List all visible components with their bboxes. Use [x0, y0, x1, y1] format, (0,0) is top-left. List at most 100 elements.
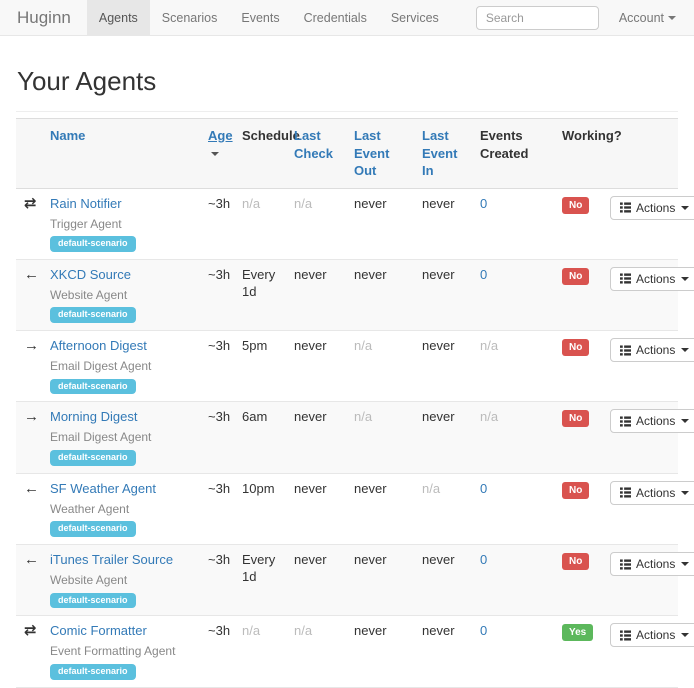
last-event-in-cell: never: [414, 258, 472, 331]
actions-column-header: [602, 118, 678, 189]
sort-by-name-link[interactable]: Name: [50, 128, 86, 143]
table-row: ⇄ Comic Formatter Event Formatting Agent…: [16, 615, 694, 688]
nav-item-agents[interactable]: Agents: [86, 0, 150, 35]
scenario-badge[interactable]: default-scenario: [50, 236, 136, 252]
last-event-in-cell: n/a: [414, 472, 472, 545]
last-event-out-cell: n/a: [346, 330, 414, 402]
agent-type-label: Event Formatting Agent: [50, 644, 176, 659]
account-dropdown[interactable]: Account: [619, 11, 676, 25]
actions-button-label: Actions: [636, 343, 676, 358]
table-row: → Afternoon Digest Email Digest Agent de…: [16, 330, 694, 402]
chevron-down-icon: [681, 562, 690, 567]
age-cell: ~3h: [200, 330, 234, 402]
actions-button[interactable]: Actions: [610, 195, 694, 220]
sort-by-last-check-link[interactable]: Last Check: [294, 128, 334, 161]
agent-meta: Website Agent default-scenario: [50, 571, 192, 609]
scenario-badge[interactable]: default-scenario: [50, 378, 136, 395]
agent-name-link[interactable]: Afternoon Digest: [50, 338, 147, 354]
scenario-badge[interactable]: default-scenario: [50, 307, 136, 324]
nav-item-services[interactable]: Services: [390, 11, 439, 25]
chevron-down-icon: [681, 419, 690, 424]
sort-by-last-event-out-link[interactable]: Last Event Out: [354, 128, 390, 179]
icon-column-header: [16, 118, 42, 189]
table-row: ⇄ Rain Notifier Trigger Agent default-sc…: [16, 188, 694, 259]
events-created-link[interactable]: 0: [480, 195, 488, 211]
agent-name-link[interactable]: SF Weather Agent: [50, 480, 156, 496]
nav-item-scenarios[interactable]: Scenarios: [161, 11, 218, 25]
schedule-header: Schedule: [234, 118, 300, 189]
age-cell: ~3h: [200, 615, 234, 688]
last-check-cell: never: [286, 401, 346, 474]
nav-item-credentials[interactable]: Credentials: [303, 11, 367, 25]
actions-button[interactable]: Actions: [610, 552, 694, 577]
agent-name-link[interactable]: Comic Formatter: [50, 623, 147, 639]
scenario-badge[interactable]: default-scenario: [50, 449, 136, 466]
table-row: ← SF Weather Agent Weather Agent default…: [16, 472, 694, 545]
actions-button-label: Actions: [636, 200, 676, 215]
agent-name-link[interactable]: XKCD Source: [50, 266, 131, 282]
events-created-link[interactable]: 0: [472, 472, 554, 545]
working-status-badge: No: [562, 267, 590, 285]
scenario-badge[interactable]: default-scenario: [50, 521, 136, 538]
events-created-link[interactable]: n/a: [472, 401, 554, 474]
actions-button-label: Actions: [636, 557, 676, 572]
chevron-down-icon: [681, 490, 690, 495]
last-event-in-cell: never: [414, 615, 472, 688]
schedule-cell: 6am: [234, 401, 286, 474]
agent-type-label: Email Digest Agent: [50, 359, 152, 374]
actions-button-label: Actions: [636, 485, 676, 500]
last-event-out-cell: never: [354, 195, 387, 211]
actions-button[interactable]: Actions: [610, 266, 694, 291]
events-created-link[interactable]: 0: [472, 258, 554, 331]
age-cell: ~3h: [200, 472, 234, 545]
last-check-cell: n/a: [286, 615, 346, 688]
list-icon: [620, 487, 631, 498]
last-event-out-cell: never: [346, 615, 414, 688]
agent-name-link[interactable]: Rain Notifier: [50, 195, 122, 211]
nav-item-events[interactable]: Events: [241, 11, 280, 25]
events-created-link[interactable]: n/a: [472, 330, 554, 402]
brand-logo[interactable]: Huginn: [17, 8, 71, 27]
schedule-cell: Every 1d: [234, 258, 286, 331]
sort-by-age-link[interactable]: Age: [208, 128, 233, 143]
last-check-cell: never: [286, 472, 346, 545]
agents-table: Name Age Schedule Last Check Last Event …: [16, 118, 694, 688]
list-icon: [620, 202, 631, 213]
actions-button-label: Actions: [636, 271, 676, 286]
scenario-badge[interactable]: default-scenario: [50, 592, 136, 609]
list-icon: [620, 273, 631, 284]
working-status-badge: No: [562, 410, 590, 428]
actions-button[interactable]: Actions: [610, 338, 694, 363]
top-navbar: Huginn Agents Scenarios Events Credentia…: [0, 0, 694, 36]
list-icon: [620, 630, 631, 641]
actions-button-label: Actions: [636, 628, 676, 643]
event-flow-icon: ⇄: [24, 194, 37, 212]
agent-name-link[interactable]: Morning Digest: [50, 409, 138, 425]
last-check-cell: never: [286, 258, 346, 331]
sort-by-last-event-in-link[interactable]: Last Event In: [422, 128, 458, 179]
schedule-cell: n/a: [234, 615, 286, 688]
scenario-badge[interactable]: default-scenario: [50, 663, 136, 680]
actions-button[interactable]: Actions: [610, 480, 694, 505]
events-created-link[interactable]: 0: [472, 615, 554, 688]
agent-type-label: Trigger Agent: [50, 216, 122, 231]
age-cell: ~3h: [208, 195, 231, 211]
actions-button[interactable]: Actions: [610, 623, 694, 648]
schedule-cell: 5pm: [234, 330, 286, 402]
actions-button[interactable]: Actions: [610, 409, 694, 434]
chevron-down-icon: [668, 16, 676, 21]
agent-name-link[interactable]: iTunes Trailer Source: [50, 552, 174, 568]
chevron-down-icon: [681, 205, 690, 210]
event-flow-icon: ←: [24, 551, 39, 569]
working-status-badge: No: [562, 481, 590, 499]
chevron-down-icon: [681, 276, 690, 281]
search-input[interactable]: [475, 5, 599, 30]
sort-desc-icon: [211, 152, 219, 157]
agent-meta: Website Agent default-scenario: [50, 286, 192, 324]
list-icon: [620, 416, 631, 427]
last-check-cell: never: [286, 544, 346, 616]
events-created-link[interactable]: 0: [472, 544, 554, 616]
event-flow-icon: ⇄: [24, 622, 37, 640]
last-event-out-cell: never: [346, 472, 414, 545]
last-event-out-cell: never: [346, 258, 414, 331]
